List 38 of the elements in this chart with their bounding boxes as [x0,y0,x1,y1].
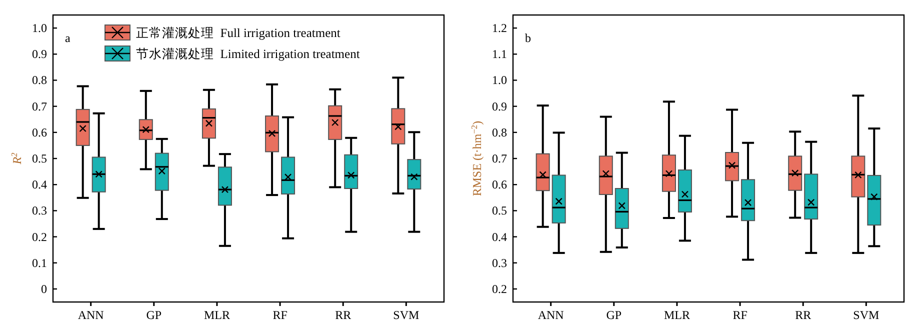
x-tick-label: RF [272,308,288,322]
x-tick-label: MLR [664,308,690,322]
x-tick-label: RR [795,308,812,322]
annotation: b [525,31,531,45]
y-tick-label: 0.5 [492,204,507,218]
y-tick-label: 0.6 [492,178,507,192]
y-tick-label: 1.0 [492,73,507,88]
y-tick-label: 0.8 [492,125,507,140]
y-tick-label: 0.3 [492,256,507,270]
y-tick-label: 0.7 [32,99,47,114]
x-tick-label: GP [606,308,622,322]
y-tick-label: 0.1 [32,256,47,270]
legend-label: 正常灌溉处理 Full irrigation treatment [136,26,341,40]
y-tick-label: 0.8 [32,73,47,88]
y-tick-label: 0.2 [492,282,507,296]
x-tick-label: MLR [204,308,230,322]
y-tick-label: 0 [41,282,47,296]
y-tick-label: 1.2 [492,21,507,36]
y-tick-label: 0.9 [492,99,507,114]
annotation: a [65,31,71,45]
y-tick-label: 0.9 [32,47,47,62]
legend-label: 节水灌溉处理 Limited irrigation treatment [136,47,360,61]
y-tick-label: 0.3 [32,204,47,218]
x-tick-label: ANN [538,308,564,322]
x-tick-label: RR [335,308,352,322]
y-tick-label: 0.4 [492,230,507,244]
x-tick-label: GP [146,308,162,322]
y-tick-label: 0.7 [492,152,507,166]
y-tick-label: 1.0 [32,21,47,36]
x-tick-label: SVM [853,308,880,322]
x-tick-label: ANN [78,308,104,322]
y-tick-label: 1.1 [492,47,507,62]
x-tick-label: RF [732,308,748,322]
x-tick-label: SVM [393,308,420,322]
y-tick-label: 0.6 [32,125,47,140]
y-tick-label: 0.4 [32,178,47,192]
y-tick-label: 0.2 [32,230,47,244]
y-tick-label: 0.5 [32,152,47,166]
